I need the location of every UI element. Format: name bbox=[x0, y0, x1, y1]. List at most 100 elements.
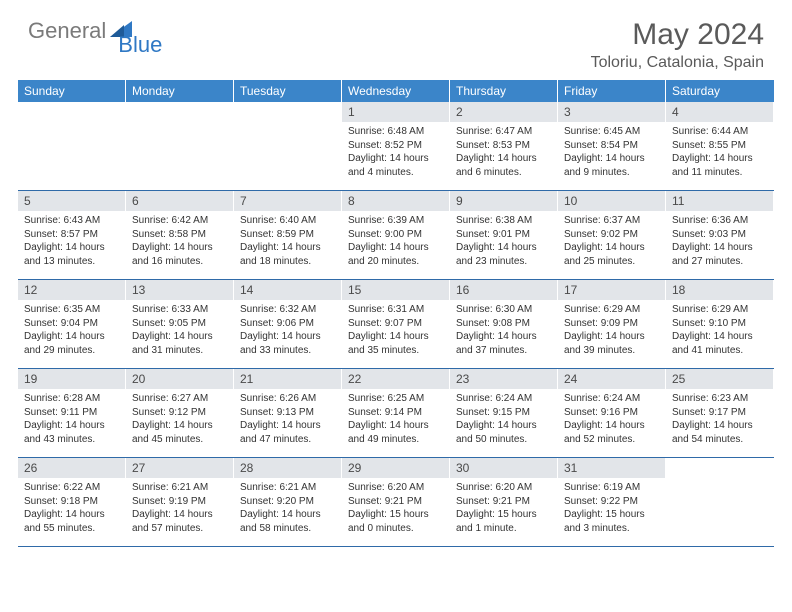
day-cell: 15Sunrise: 6:31 AMSunset: 9:07 PMDayligh… bbox=[342, 280, 450, 368]
day-number bbox=[18, 102, 125, 108]
day-content: Sunrise: 6:32 AMSunset: 9:06 PMDaylight:… bbox=[234, 300, 341, 360]
sunset-text: Sunset: 8:59 PM bbox=[240, 228, 335, 242]
day-number: 13 bbox=[126, 280, 233, 300]
sunrise-text: Sunrise: 6:32 AM bbox=[240, 303, 335, 317]
sunset-text: Sunset: 9:01 PM bbox=[456, 228, 551, 242]
day-cell: 16Sunrise: 6:30 AMSunset: 9:08 PMDayligh… bbox=[450, 280, 558, 368]
weekday-wednesday: Wednesday bbox=[342, 80, 450, 102]
week-row: 19Sunrise: 6:28 AMSunset: 9:11 PMDayligh… bbox=[18, 369, 774, 458]
day-content: Sunrise: 6:39 AMSunset: 9:00 PMDaylight:… bbox=[342, 211, 449, 271]
sunrise-text: Sunrise: 6:19 AM bbox=[564, 481, 659, 495]
sunset-text: Sunset: 9:00 PM bbox=[348, 228, 443, 242]
logo-text-general: General bbox=[28, 18, 106, 44]
sunset-text: Sunset: 9:02 PM bbox=[564, 228, 659, 242]
daylight-text: Daylight: 14 hours and 57 minutes. bbox=[132, 508, 227, 535]
day-number: 10 bbox=[558, 191, 665, 211]
day-content: Sunrise: 6:37 AMSunset: 9:02 PMDaylight:… bbox=[558, 211, 665, 271]
day-cell: 29Sunrise: 6:20 AMSunset: 9:21 PMDayligh… bbox=[342, 458, 450, 546]
day-number: 15 bbox=[342, 280, 449, 300]
daylight-text: Daylight: 14 hours and 4 minutes. bbox=[348, 152, 443, 179]
day-cell: 5Sunrise: 6:43 AMSunset: 8:57 PMDaylight… bbox=[18, 191, 126, 279]
day-cell: 20Sunrise: 6:27 AMSunset: 9:12 PMDayligh… bbox=[126, 369, 234, 457]
sunrise-text: Sunrise: 6:31 AM bbox=[348, 303, 443, 317]
sunrise-text: Sunrise: 6:45 AM bbox=[564, 125, 659, 139]
day-content: Sunrise: 6:29 AMSunset: 9:10 PMDaylight:… bbox=[666, 300, 773, 360]
day-cell: 30 Sunrise: 6:20 AMSunset: 9:21 PMDayligh… bbox=[450, 458, 558, 546]
day-content: Sunrise: 6:30 AMSunset: 9:08 PMDaylight:… bbox=[450, 300, 557, 360]
day-content: Sunrise: 6:44 AMSunset: 8:55 PMDaylight:… bbox=[666, 122, 773, 182]
day-cell bbox=[126, 102, 234, 190]
day-cell: 14Sunrise: 6:32 AMSunset: 9:06 PMDayligh… bbox=[234, 280, 342, 368]
sunrise-text: Sunrise: 6:30 AM bbox=[456, 303, 551, 317]
daylight-text: Daylight: 14 hours and 50 minutes. bbox=[456, 419, 551, 446]
day-content: Sunrise: 6:40 AMSunset: 8:59 PMDaylight:… bbox=[234, 211, 341, 271]
weeks-container: 1Sunrise: 6:48 AMSunset: 8:52 PMDaylight… bbox=[18, 102, 774, 547]
sunset-text: Sunset: 8:53 PM bbox=[456, 139, 551, 153]
day-content: Sunrise: 6:22 AMSunset: 9:18 PMDaylight:… bbox=[18, 478, 125, 538]
day-number: 19 bbox=[18, 369, 125, 389]
logo-text-blue: Blue bbox=[118, 32, 162, 58]
week-row: 5Sunrise: 6:43 AMSunset: 8:57 PMDaylight… bbox=[18, 191, 774, 280]
sunrise-text: Sunrise: 6:44 AM bbox=[672, 125, 767, 139]
day-cell: 27Sunrise: 6:21 AMSunset: 9:19 PMDayligh… bbox=[126, 458, 234, 546]
day-content: Sunrise: 6:33 AMSunset: 9:05 PMDaylight:… bbox=[126, 300, 233, 360]
sunset-text: Sunset: 9:21 PM bbox=[456, 495, 551, 509]
sunset-text: Sunset: 8:55 PM bbox=[672, 139, 767, 153]
daylight-text: Daylight: 14 hours and 35 minutes. bbox=[348, 330, 443, 357]
day-cell: 11Sunrise: 6:36 AMSunset: 9:03 PMDayligh… bbox=[666, 191, 774, 279]
sunset-text: Sunset: 9:04 PM bbox=[24, 317, 119, 331]
sunset-text: Sunset: 8:52 PM bbox=[348, 139, 443, 153]
day-cell: 13Sunrise: 6:33 AMSunset: 9:05 PMDayligh… bbox=[126, 280, 234, 368]
day-cell: 10Sunrise: 6:37 AMSunset: 9:02 PMDayligh… bbox=[558, 191, 666, 279]
sunrise-text: Sunrise: 6:25 AM bbox=[348, 392, 443, 406]
day-number: 30 bbox=[450, 458, 557, 478]
day-cell bbox=[666, 458, 774, 546]
sunset-text: Sunset: 9:14 PM bbox=[348, 406, 443, 420]
sunrise-text: Sunrise: 6:23 AM bbox=[672, 392, 767, 406]
sunrise-text: Sunrise: 6:29 AM bbox=[564, 303, 659, 317]
daylight-text: Daylight: 15 hours and 1 minute. bbox=[456, 508, 551, 535]
sunrise-text: Sunrise: 6:20 AM bbox=[456, 481, 551, 495]
daylight-text: Daylight: 14 hours and 31 minutes. bbox=[132, 330, 227, 357]
sunrise-text: Sunrise: 6:40 AM bbox=[240, 214, 335, 228]
week-row: 12Sunrise: 6:35 AMSunset: 9:04 PMDayligh… bbox=[18, 280, 774, 369]
daylight-text: Daylight: 14 hours and 47 minutes. bbox=[240, 419, 335, 446]
daylight-text: Daylight: 14 hours and 52 minutes. bbox=[564, 419, 659, 446]
daylight-text: Daylight: 14 hours and 20 minutes. bbox=[348, 241, 443, 268]
day-content: Sunrise: 6:29 AMSunset: 9:09 PMDaylight:… bbox=[558, 300, 665, 360]
sunrise-text: Sunrise: 6:39 AM bbox=[348, 214, 443, 228]
week-row: 26Sunrise: 6:22 AMSunset: 9:18 PMDayligh… bbox=[18, 458, 774, 547]
sunrise-text: Sunrise: 6:27 AM bbox=[132, 392, 227, 406]
sunrise-text: Sunrise: 6:21 AM bbox=[132, 481, 227, 495]
daylight-text: Daylight: 14 hours and 18 minutes. bbox=[240, 241, 335, 268]
day-number bbox=[666, 458, 773, 464]
day-number: 12 bbox=[18, 280, 125, 300]
weekday-header-row: SundayMondayTuesdayWednesdayThursdayFrid… bbox=[18, 80, 774, 102]
day-content: Sunrise: 6:42 AMSunset: 8:58 PMDaylight:… bbox=[126, 211, 233, 271]
day-cell: 28Sunrise: 6:21 AMSunset: 9:20 PMDayligh… bbox=[234, 458, 342, 546]
day-cell: 19Sunrise: 6:28 AMSunset: 9:11 PMDayligh… bbox=[18, 369, 126, 457]
day-content: Sunrise: 6:24 AMSunset: 9:15 PMDaylight:… bbox=[450, 389, 557, 449]
daylight-text: Daylight: 14 hours and 25 minutes. bbox=[564, 241, 659, 268]
day-number: 25 bbox=[666, 369, 773, 389]
sunset-text: Sunset: 9:21 PM bbox=[348, 495, 443, 509]
sunset-text: Sunset: 9:10 PM bbox=[672, 317, 767, 331]
day-cell: 22Sunrise: 6:25 AMSunset: 9:14 PMDayligh… bbox=[342, 369, 450, 457]
daylight-text: Daylight: 14 hours and 29 minutes. bbox=[24, 330, 119, 357]
sunset-text: Sunset: 9:13 PM bbox=[240, 406, 335, 420]
day-content: Sunrise: 6:31 AMSunset: 9:07 PMDaylight:… bbox=[342, 300, 449, 360]
day-cell: 12Sunrise: 6:35 AMSunset: 9:04 PMDayligh… bbox=[18, 280, 126, 368]
day-number: 27 bbox=[126, 458, 233, 478]
daylight-text: Daylight: 14 hours and 6 minutes. bbox=[456, 152, 551, 179]
day-number: 28 bbox=[234, 458, 341, 478]
day-number: 3 bbox=[558, 102, 665, 122]
day-content: Sunrise: 6:20 AMSunset: 9:21 PMDaylight:… bbox=[342, 478, 449, 538]
sunrise-text: Sunrise: 6:20 AM bbox=[348, 481, 443, 495]
calendar: SundayMondayTuesdayWednesdayThursdayFrid… bbox=[0, 80, 792, 547]
sunset-text: Sunset: 9:12 PM bbox=[132, 406, 227, 420]
day-content: Sunrise: 6:21 AMSunset: 9:20 PMDaylight:… bbox=[234, 478, 341, 538]
day-cell bbox=[234, 102, 342, 190]
day-number: 5 bbox=[18, 191, 125, 211]
sunrise-text: Sunrise: 6:26 AM bbox=[240, 392, 335, 406]
day-cell: 6Sunrise: 6:42 AMSunset: 8:58 PMDaylight… bbox=[126, 191, 234, 279]
